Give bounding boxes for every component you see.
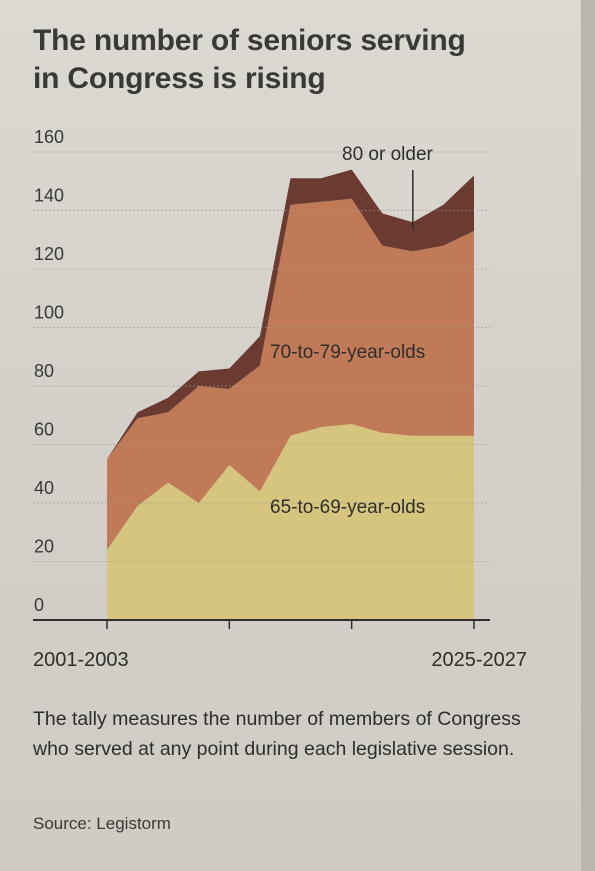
y-tick-label: 80 bbox=[34, 361, 54, 381]
page-edge bbox=[581, 0, 595, 871]
y-tick-label: 0 bbox=[34, 595, 44, 615]
y-tick-label: 140 bbox=[34, 186, 64, 206]
series-label-65-to-69: 65-to-69-year-olds bbox=[270, 497, 425, 518]
y-tick-label: 120 bbox=[34, 244, 64, 264]
x-tick-label-first: 2001-2003 bbox=[33, 649, 129, 671]
y-tick-label: 20 bbox=[34, 537, 54, 557]
chart-title-line-2: in Congress is rising bbox=[33, 62, 326, 95]
y-tick-label: 40 bbox=[34, 478, 54, 498]
stacked-area-chart: 0 20 40 60 80 100 120 140 160 2001-2003 2025-2027 6… bbox=[33, 127, 527, 671]
series-label-70-to-79: 70-to-79-year-olds bbox=[270, 342, 425, 363]
chart-title: The number of seniors serving in Congres… bbox=[33, 22, 553, 98]
chart-title-line-1: The number of seniors serving bbox=[33, 24, 466, 57]
area-70-to-79 bbox=[107, 198, 474, 550]
y-tick-label: 100 bbox=[34, 303, 64, 323]
series-label-80-or-older: 80 or older bbox=[342, 144, 434, 165]
area-80-or-older bbox=[107, 169, 474, 460]
area-65-to-69 bbox=[107, 424, 474, 620]
y-tick-label: 60 bbox=[34, 420, 54, 440]
chart-note: The tally measures the number of members… bbox=[33, 708, 521, 760]
y-tick-label: 160 bbox=[34, 127, 64, 147]
x-tick-label-last: 2025-2027 bbox=[431, 649, 527, 671]
chart-source: Source: Legistorm bbox=[33, 814, 171, 833]
